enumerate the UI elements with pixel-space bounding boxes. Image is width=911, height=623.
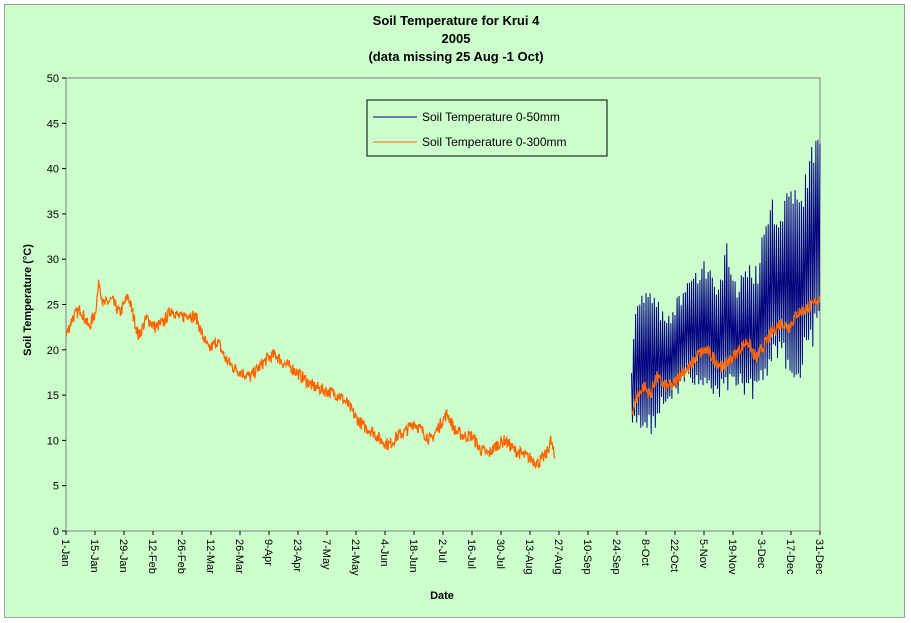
- y-tick-label: 35: [47, 209, 59, 221]
- x-tick-label: 4-Jun: [378, 539, 390, 567]
- x-tick-label: 7-May: [320, 539, 332, 570]
- x-tick-label: 18-Jun: [407, 539, 419, 573]
- x-tick-label: 17-Dec: [784, 539, 796, 575]
- x-tick-label: 31-Dec: [813, 539, 825, 575]
- series-line-soil-temp-0-300mm-segment-1: [65, 279, 556, 470]
- y-tick-label: 5: [53, 481, 59, 493]
- legend-label-series-2: Soil Temperature 0-300mm: [422, 135, 567, 149]
- x-tick-label: 30-Jul: [494, 539, 506, 569]
- x-axis-title: Date: [430, 590, 454, 602]
- series-line-soil-temp-0-50mm: [631, 139, 821, 435]
- x-tick-label: 5-Nov: [697, 539, 709, 569]
- x-tick-label: 15-Jan: [88, 539, 100, 573]
- x-tick-label: 16-Jul: [465, 539, 477, 569]
- chart-title-line-1: Soil Temperature for Krui 4: [373, 13, 540, 28]
- x-tick-label: 9-Apr: [262, 539, 274, 566]
- x-tick-label: 21-May: [349, 539, 361, 576]
- legend: Soil Temperature 0-50mm Soil Temperature…: [366, 99, 608, 157]
- chart-title-line-3: (data missing 25 Aug -1 Oct): [368, 49, 543, 64]
- x-tick-label: 1-Jan: [59, 539, 71, 567]
- x-tick-label: 22-Oct: [668, 539, 680, 572]
- y-tick-label: 20: [47, 345, 59, 357]
- y-tick-label: 0: [53, 526, 59, 538]
- x-tick-label: 26-Mar: [233, 539, 245, 574]
- x-tick-label: 10-Sep: [581, 539, 593, 574]
- line-chart: Soil Temperature for Krui 4 2005 (data m…: [22, 13, 825, 602]
- y-tick-label: 30: [47, 254, 59, 266]
- x-tick-label: 26-Feb: [175, 539, 187, 574]
- x-tick-label: 12-Mar: [204, 539, 216, 574]
- y-tick-label: 50: [47, 73, 59, 85]
- y-tick-label: 15: [47, 390, 59, 402]
- x-tick-label: 29-Jan: [117, 539, 129, 573]
- y-tick-label: 25: [47, 300, 59, 312]
- chart-area: Soil Temperature for Krui 4 2005 (data m…: [4, 4, 905, 618]
- x-tick-label: 2-Jul: [436, 539, 448, 563]
- x-tick-label: 23-Apr: [291, 539, 303, 572]
- legend-box: [366, 99, 608, 157]
- x-tick-label: 19-Nov: [726, 539, 738, 575]
- x-tick-label: 12-Feb: [146, 539, 158, 574]
- x-tick-label: 27-Aug: [552, 539, 564, 574]
- x-tick-label: 8-Oct: [639, 539, 651, 566]
- x-tick-label: 24-Sep: [610, 539, 622, 574]
- y-tick-label: 10: [47, 435, 59, 447]
- y-tick-label: 45: [47, 118, 59, 130]
- y-tick-label: 40: [47, 164, 59, 176]
- chart-title-line-2: 2005: [442, 31, 471, 46]
- x-tick-label: 13-Aug: [523, 539, 535, 574]
- series-line-soil-temp-0-300mm-segment-2: [631, 295, 821, 415]
- legend-label-series-1: Soil Temperature 0-50mm: [422, 110, 560, 124]
- x-tick-label: 3-Dec: [755, 539, 767, 569]
- y-axis-title: Soil Temperature (°C): [22, 244, 34, 356]
